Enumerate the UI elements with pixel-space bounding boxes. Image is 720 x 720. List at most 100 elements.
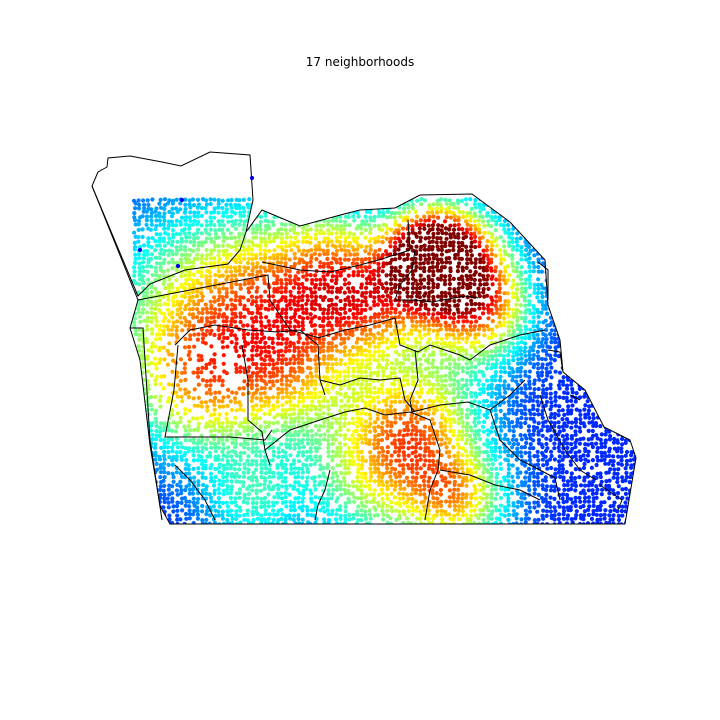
density-dot — [557, 290, 563, 295]
density-dot — [186, 302, 191, 307]
density-dot — [355, 247, 360, 252]
density-dot — [459, 256, 464, 261]
density-dot — [142, 206, 147, 211]
density-dot — [154, 218, 159, 223]
density-dot — [632, 244, 636, 249]
density-dot — [209, 370, 214, 375]
density-dot — [209, 306, 214, 311]
density-dot — [309, 256, 314, 261]
density-dot — [591, 412, 596, 417]
density-dot — [292, 295, 297, 300]
density-dot — [602, 398, 607, 403]
density-dot — [251, 243, 256, 248]
density-dot — [183, 290, 188, 295]
density-dot — [208, 256, 213, 261]
density-dot — [566, 340, 571, 346]
density-dot — [234, 348, 239, 354]
density-dot — [329, 290, 334, 295]
density-dot — [633, 303, 636, 308]
density-dot — [393, 219, 398, 224]
density-dot — [389, 198, 394, 203]
density-dot — [582, 407, 587, 412]
density-dot — [287, 348, 292, 353]
density-dot — [540, 344, 545, 349]
density-dot — [308, 273, 313, 278]
density-dot — [455, 252, 460, 257]
density-dot — [169, 243, 175, 248]
density-dot — [276, 332, 281, 337]
density-dot — [594, 310, 600, 316]
density-dot — [426, 340, 431, 345]
density-dot — [182, 231, 187, 236]
density-dot — [296, 295, 302, 300]
density-dot — [531, 365, 536, 370]
density-dot — [435, 198, 440, 203]
density-dot — [535, 394, 541, 399]
density-dot — [426, 210, 431, 215]
density-dot — [233, 415, 238, 420]
density-dot — [616, 361, 621, 366]
density-dot — [532, 412, 537, 417]
density-dot — [141, 243, 147, 248]
density-dot — [545, 214, 550, 219]
density-dot — [385, 314, 390, 319]
density-dot — [308, 240, 313, 245]
density-dot — [258, 227, 263, 232]
density-dot — [208, 261, 213, 266]
density-dot — [536, 356, 541, 361]
density-dot — [296, 286, 302, 291]
density-dot — [625, 314, 630, 320]
density-dot — [351, 312, 356, 317]
density-dot — [612, 398, 617, 403]
density-dot — [203, 206, 208, 211]
density-dot — [402, 323, 407, 329]
density-dot — [548, 286, 553, 291]
density-dot — [271, 323, 276, 329]
density-dot — [439, 337, 445, 342]
density-dot — [272, 248, 277, 253]
density-dot — [144, 218, 149, 223]
density-dot — [581, 234, 586, 240]
density-dot — [195, 214, 200, 219]
density-dot — [167, 341, 172, 346]
density-dot — [611, 344, 617, 349]
density-dot — [237, 264, 242, 269]
density-dot — [591, 379, 596, 384]
density-dot — [421, 261, 426, 266]
density-dot — [456, 314, 462, 320]
density-dot — [162, 226, 167, 231]
density-dot — [300, 353, 305, 358]
density-dot — [389, 257, 395, 262]
density-dot — [170, 315, 175, 320]
density-dot — [317, 252, 322, 257]
density-dot — [477, 400, 482, 405]
density-dot — [519, 226, 524, 231]
density-dot — [585, 239, 590, 244]
density-dot — [246, 239, 251, 244]
density-dot — [220, 295, 225, 300]
density-dot — [503, 390, 508, 395]
density-dot — [464, 282, 470, 288]
density-dot — [507, 253, 512, 258]
density-dot — [616, 358, 621, 363]
density-dot — [426, 285, 431, 290]
density-dot — [166, 232, 171, 237]
density-dot — [477, 306, 482, 311]
density-dot — [616, 373, 621, 378]
density-dot — [632, 219, 636, 224]
density-dot — [405, 348, 410, 353]
density-dot — [632, 289, 636, 294]
density-dot — [581, 285, 586, 290]
density-dot — [178, 247, 183, 252]
density-dot — [444, 332, 449, 337]
density-dot — [603, 340, 609, 345]
density-dot — [548, 252, 553, 257]
density-dot — [371, 252, 377, 257]
density-dot — [414, 390, 420, 395]
density-dot — [137, 370, 142, 375]
density-dot — [274, 281, 280, 286]
density-dot — [632, 297, 636, 303]
density-dot — [217, 227, 222, 232]
density-dot — [553, 403, 558, 408]
density-dot — [431, 235, 436, 240]
